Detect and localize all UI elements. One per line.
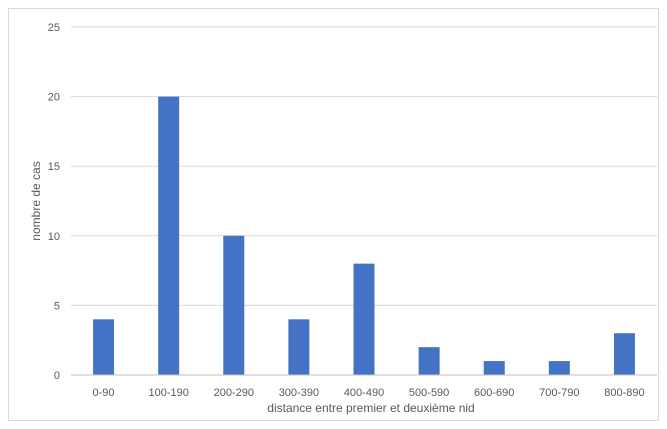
y-tick-labels: 0 5 10 15 20 25 <box>48 22 60 382</box>
bar-300-390 <box>288 319 310 375</box>
x-tick-label: 100-190 <box>148 387 188 399</box>
y-tick-label: 25 <box>48 22 60 34</box>
y-axis-title: nombre de cas <box>29 161 43 240</box>
bar-0-90 <box>93 319 115 375</box>
bar-500-590 <box>418 347 440 375</box>
x-tick-label: 0-90 <box>93 387 115 399</box>
bar-700-790 <box>548 361 570 375</box>
bar-400-490 <box>353 263 375 375</box>
y-tick-label: 20 <box>48 92 60 104</box>
x-tick-label: 200-290 <box>214 387 254 399</box>
x-tick-labels: 0-90 100-190 200-290 300-390 400-490 500-590 6… <box>93 387 645 399</box>
x-tick-label: 500-590 <box>409 387 449 399</box>
y-tick-label: 0 <box>54 370 60 382</box>
y-tick-label: 15 <box>48 161 60 173</box>
bars <box>93 96 635 375</box>
bar-100-190 <box>158 96 180 375</box>
x-tick-label: 300-390 <box>279 387 319 399</box>
x-tick-label: 800-890 <box>604 387 644 399</box>
x-axis-title: distance entre premier et deuxième nid <box>267 401 474 415</box>
bar-600-690 <box>483 361 505 375</box>
bar-200-290 <box>223 235 245 375</box>
bar-800-890 <box>613 333 635 375</box>
y-tick-label: 5 <box>54 300 60 312</box>
x-tick-label: 600-690 <box>474 387 514 399</box>
x-tick-label: 700-790 <box>539 387 579 399</box>
y-tick-label: 10 <box>48 231 60 243</box>
chart-area <box>8 8 659 421</box>
x-tick-label: 400-490 <box>344 387 384 399</box>
